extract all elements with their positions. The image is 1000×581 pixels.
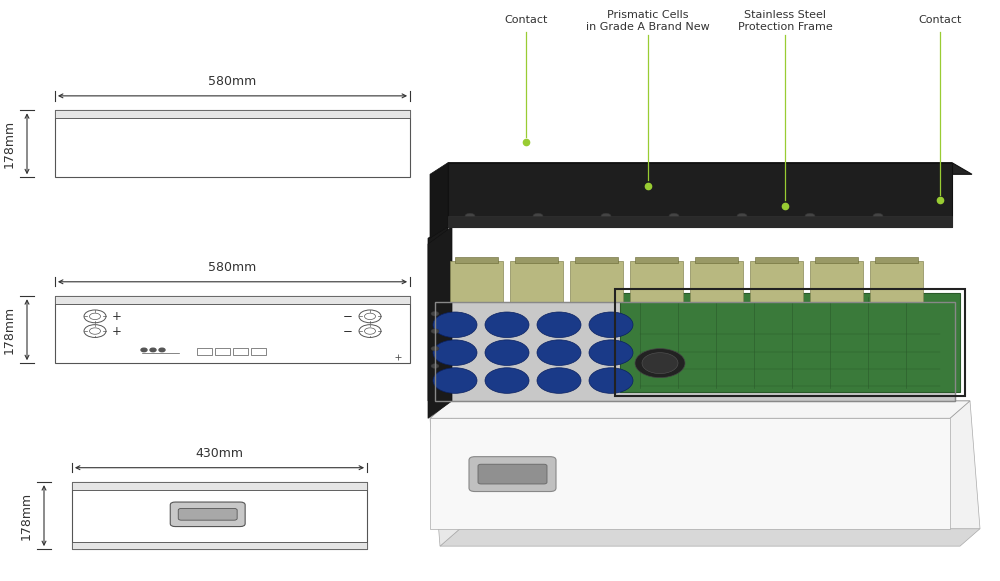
Circle shape (485, 340, 529, 365)
Circle shape (431, 364, 439, 368)
Bar (630, 261, 683, 302)
Bar (72, 482, 367, 490)
Circle shape (589, 312, 633, 338)
Text: Contact: Contact (918, 15, 962, 24)
Circle shape (141, 348, 147, 352)
Text: 580mm: 580mm (208, 261, 257, 274)
Bar (55, 296, 410, 304)
Bar (72, 482, 367, 549)
Bar (755, 257, 798, 263)
Bar (635, 257, 678, 263)
Bar (448, 216, 952, 227)
Text: −: − (343, 325, 353, 338)
Text: Contact: Contact (504, 15, 548, 24)
Circle shape (433, 340, 477, 365)
Polygon shape (430, 401, 460, 546)
Text: 178mm: 178mm (20, 492, 32, 540)
Polygon shape (448, 163, 952, 227)
Bar (570, 261, 623, 302)
Bar (55, 110, 410, 177)
Bar (233, 347, 248, 355)
Circle shape (431, 346, 439, 351)
Circle shape (601, 213, 611, 219)
Circle shape (642, 353, 678, 374)
Polygon shape (428, 227, 448, 401)
Bar (55, 296, 410, 363)
Circle shape (159, 348, 165, 352)
Text: +: + (112, 310, 122, 323)
Circle shape (805, 213, 815, 219)
Text: 178mm: 178mm (2, 120, 16, 168)
Polygon shape (620, 293, 960, 392)
Polygon shape (435, 256, 450, 389)
Text: 178mm: 178mm (2, 306, 16, 354)
Circle shape (737, 213, 747, 219)
Circle shape (431, 311, 439, 316)
Bar (455, 257, 498, 263)
Bar (815, 257, 858, 263)
Circle shape (431, 329, 439, 333)
Text: Prismatic Cells
in Grade A Brand New: Prismatic Cells in Grade A Brand New (586, 10, 710, 32)
Bar (72, 543, 367, 549)
Bar (690, 261, 743, 302)
Circle shape (589, 340, 633, 365)
Circle shape (485, 368, 529, 393)
FancyBboxPatch shape (478, 464, 547, 484)
Polygon shape (430, 418, 950, 529)
Bar (55, 110, 410, 119)
FancyBboxPatch shape (178, 508, 237, 520)
Circle shape (537, 312, 581, 338)
Bar (575, 257, 618, 263)
Circle shape (537, 368, 581, 393)
Circle shape (465, 213, 475, 219)
Circle shape (669, 213, 679, 219)
Text: 430mm: 430mm (196, 447, 244, 460)
Bar (810, 261, 863, 302)
Bar (510, 261, 563, 302)
Polygon shape (440, 529, 980, 546)
Circle shape (433, 312, 477, 338)
Bar (450, 261, 503, 302)
Bar (870, 261, 923, 302)
Bar (750, 261, 803, 302)
Circle shape (589, 368, 633, 393)
Circle shape (485, 312, 529, 338)
Bar (875, 257, 918, 263)
Bar (435, 302, 955, 401)
Polygon shape (448, 163, 972, 174)
Bar (197, 347, 212, 355)
Polygon shape (430, 163, 448, 238)
Circle shape (433, 368, 477, 393)
Text: 580mm: 580mm (208, 76, 257, 88)
Circle shape (873, 213, 883, 219)
Circle shape (635, 349, 685, 378)
Circle shape (533, 213, 543, 219)
Text: +: + (112, 325, 122, 338)
Text: Stainless Steel
Protection Frame: Stainless Steel Protection Frame (738, 10, 832, 32)
Polygon shape (430, 401, 970, 418)
Circle shape (537, 340, 581, 365)
Bar (251, 347, 266, 355)
Bar (215, 347, 230, 355)
Polygon shape (428, 227, 452, 418)
Bar (695, 257, 738, 263)
Polygon shape (435, 302, 955, 401)
Circle shape (150, 348, 156, 352)
Polygon shape (450, 401, 980, 529)
Bar (515, 257, 558, 263)
FancyBboxPatch shape (170, 502, 245, 526)
FancyBboxPatch shape (469, 457, 556, 492)
Text: −: − (343, 310, 353, 323)
